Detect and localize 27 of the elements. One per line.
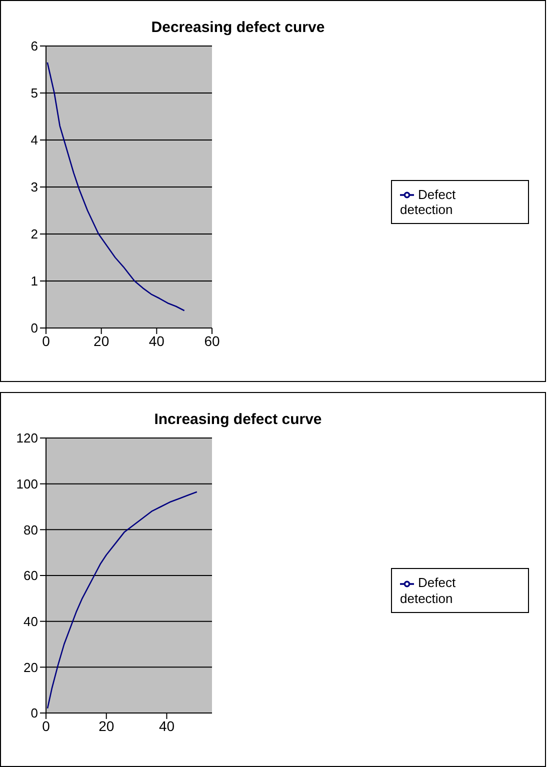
y-tick-label: 120 — [16, 430, 38, 446]
y-tick-label: 40 — [24, 614, 38, 629]
y-tick-label: 5 — [30, 86, 38, 101]
chart-title: Increasing defect curve — [153, 410, 323, 428]
y-tick-label: 4 — [30, 132, 38, 148]
y-tick-label: 3 — [30, 180, 38, 195]
x-tick-label: 0 — [42, 332, 50, 349]
legend-label: Defect detection — [400, 186, 456, 218]
x-tick-label: 60 — [204, 332, 220, 349]
y-tick-label: 6 — [30, 38, 38, 54]
y-tick-label: 20 — [24, 660, 38, 675]
y-tick-label: 0 — [30, 320, 38, 336]
x-tick-label: 20 — [94, 332, 110, 349]
legend-label: Defect detection — [400, 575, 456, 606]
y-tick-label: 80 — [24, 522, 38, 538]
y-tick-label: 2 — [30, 226, 38, 242]
y-tick-label: 100 — [16, 476, 38, 492]
y-tick-label: 0 — [30, 706, 38, 721]
line-series — [46, 62, 185, 312]
x-tick-label: 40 — [158, 718, 175, 734]
chart-title: Decreasing defect curve — [150, 18, 326, 36]
y-tick-label: 60 — [24, 568, 38, 584]
line-series — [46, 491, 198, 710]
x-tick-label: 0 — [42, 718, 50, 734]
y-tick-label: 1 — [30, 274, 38, 289]
x-tick-label: 20 — [98, 718, 114, 734]
x-tick-label: 40 — [148, 332, 165, 349]
